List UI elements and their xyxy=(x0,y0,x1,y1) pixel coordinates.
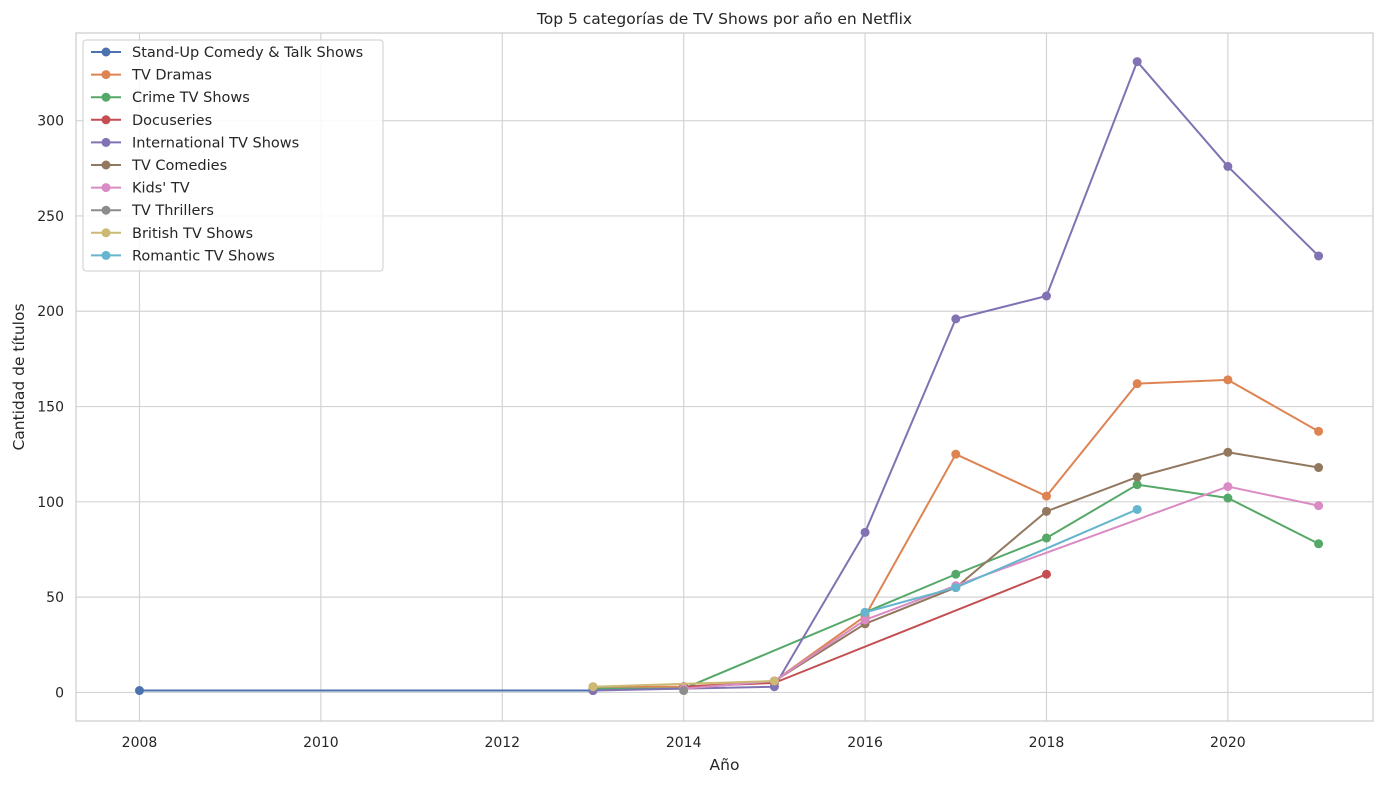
legend-swatch-marker xyxy=(101,70,111,80)
y-tick-label: 150 xyxy=(37,400,64,416)
legend-item: Docuseries xyxy=(91,113,212,129)
legend-label: Docuseries xyxy=(132,113,212,129)
series-line xyxy=(591,483,1320,690)
x-axis-label: Año xyxy=(710,756,740,774)
legend-label: British TV Shows xyxy=(132,226,253,242)
legend-swatch-marker xyxy=(101,92,111,102)
legend-label: TV Thrillers xyxy=(131,203,214,219)
legend: Stand-Up Comedy & Talk Shows TV Dramas Cri… xyxy=(82,39,384,272)
legend-label: TV Dramas xyxy=(131,68,212,84)
legend-item: TV Comedies xyxy=(91,158,227,174)
legend-swatch-marker xyxy=(101,160,111,170)
series-group xyxy=(134,57,1324,696)
y-tick-label: 0 xyxy=(55,685,64,701)
y-axis-label: Cantidad de títulos xyxy=(10,303,28,450)
legend-label: Kids' TV xyxy=(132,181,190,197)
plot-frame xyxy=(75,32,1374,722)
data-point xyxy=(951,569,961,579)
x-tick-label: 2010 xyxy=(303,735,339,751)
data-point xyxy=(860,615,870,625)
legend-item: British TV Shows xyxy=(91,226,253,242)
y-tick-label: 250 xyxy=(37,209,64,225)
y-tick-label: 200 xyxy=(37,304,64,320)
data-point xyxy=(1314,501,1324,511)
data-point xyxy=(679,686,689,696)
data-point xyxy=(1132,480,1142,490)
legend-label: Romantic TV Shows xyxy=(132,248,275,264)
legend-item: TV Dramas xyxy=(91,68,212,84)
legend-label: International TV Shows xyxy=(132,135,299,151)
data-point xyxy=(1314,463,1324,473)
data-point xyxy=(1132,379,1142,389)
legend-swatch-marker xyxy=(101,137,111,147)
legend-swatch-marker xyxy=(101,228,111,238)
data-point xyxy=(1223,482,1233,492)
data-point xyxy=(951,314,961,324)
legend-label: Stand-Up Comedy & Talk Shows xyxy=(132,45,363,61)
y-tick-label: 50 xyxy=(46,590,64,606)
data-point xyxy=(1223,493,1233,503)
legend-label: Crime TV Shows xyxy=(132,90,250,106)
data-point xyxy=(860,527,870,537)
data-point xyxy=(1223,161,1233,171)
series-line xyxy=(591,679,776,688)
data-point xyxy=(951,449,961,459)
data-point xyxy=(951,583,961,593)
data-point xyxy=(1041,291,1051,301)
legend-swatch-marker xyxy=(101,115,111,125)
data-point xyxy=(1314,539,1324,549)
data-point xyxy=(769,676,779,686)
data-point xyxy=(1132,504,1142,514)
series-romantic-tv-shows xyxy=(860,504,1142,617)
legend-item: Kids' TV xyxy=(91,181,190,197)
data-point xyxy=(1314,426,1324,436)
tick-labels: 2008 2010 2012 2014 2016 2018 2020 0 50 100 150 200… xyxy=(37,114,1245,751)
data-point xyxy=(1132,57,1142,67)
data-point xyxy=(1041,506,1051,516)
legend-item: International TV Shows xyxy=(91,135,299,151)
y-tick-label: 300 xyxy=(37,114,64,130)
legend-item: Stand-Up Comedy & Talk Shows xyxy=(91,45,363,61)
x-tick-label: 2012 xyxy=(484,735,520,751)
data-point xyxy=(1041,491,1051,501)
data-point xyxy=(1314,251,1324,261)
chart-title: Top 5 categorías de TV Shows por año en … xyxy=(536,10,912,28)
data-point xyxy=(860,607,870,617)
x-tick-label: 2008 xyxy=(122,735,158,751)
legend-label: TV Comedies xyxy=(131,158,227,174)
data-point xyxy=(1041,533,1051,543)
data-point xyxy=(1041,569,1051,579)
data-point xyxy=(588,682,598,692)
data-point xyxy=(134,686,144,696)
legend-box xyxy=(82,39,384,272)
legend-swatch-marker xyxy=(101,250,111,260)
grid xyxy=(76,33,1373,721)
data-point xyxy=(1132,472,1142,482)
legend-item: Romantic TV Shows xyxy=(91,248,275,264)
legend-swatch-marker xyxy=(101,205,111,215)
x-tick-label: 2014 xyxy=(666,735,702,751)
legend-swatch-marker xyxy=(101,183,111,193)
legend-item: Crime TV Shows xyxy=(91,90,250,106)
series-british-tv-shows xyxy=(588,676,779,692)
x-tick-label: 2018 xyxy=(1029,735,1065,751)
legend-item: TV Thrillers xyxy=(91,203,214,219)
x-tick-label: 2020 xyxy=(1210,735,1246,751)
x-tick-label: 2016 xyxy=(847,735,883,751)
legend-swatch-marker xyxy=(101,47,111,57)
y-tick-label: 100 xyxy=(37,495,64,511)
data-point xyxy=(1223,375,1233,385)
series-tv-thrillers xyxy=(679,686,689,696)
data-point xyxy=(1223,447,1233,457)
